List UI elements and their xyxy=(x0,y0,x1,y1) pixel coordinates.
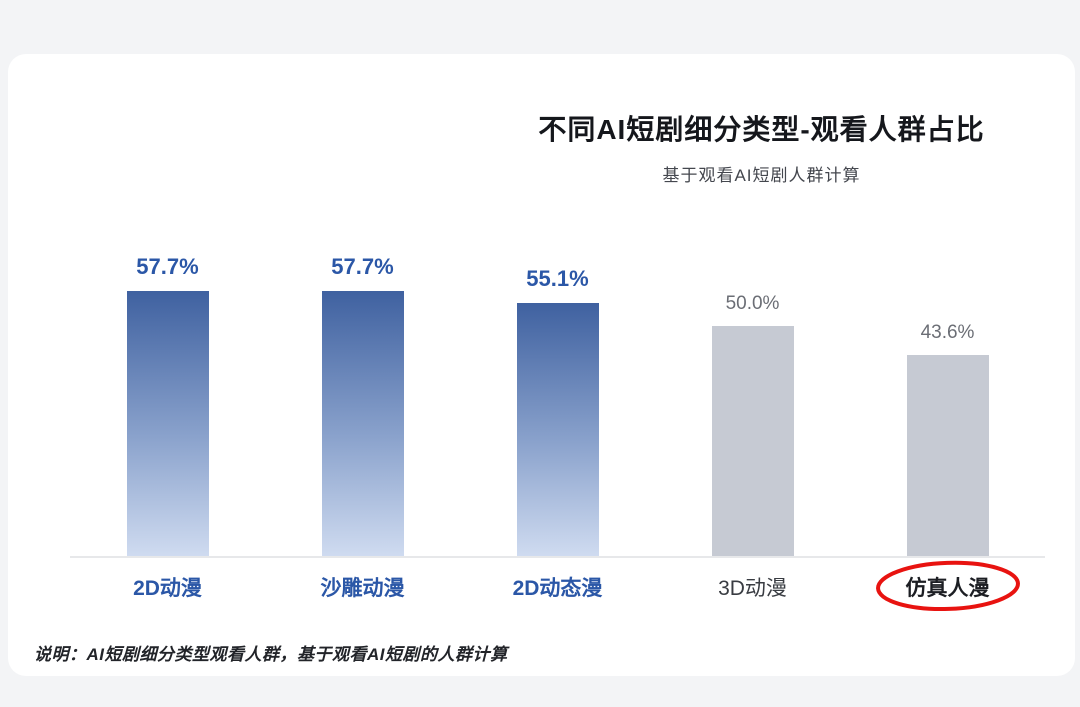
bars-area: 57.7% 57.7% 55.1% 50.0% 43.6% xyxy=(70,186,1045,558)
x-axis-label-column: 仿真人漫 xyxy=(850,560,1045,612)
x-axis-label: 2D动态漫 xyxy=(512,577,603,600)
bar xyxy=(516,303,599,556)
bar-column: 57.7% xyxy=(265,186,460,556)
chart-card: 不同AI短剧细分类型-观看人群占比 基于观看AI短剧人群计算 57.7% 57.7… xyxy=(8,54,1075,676)
bar-value-label: 57.7% xyxy=(136,254,199,279)
bar-value-label: 55.1% xyxy=(526,266,589,291)
x-axis-label-column: 2D动态漫 xyxy=(460,572,655,602)
bar-value-label: 50.0% xyxy=(725,293,780,314)
x-axis-label-column: 2D动漫 xyxy=(70,572,265,602)
bar xyxy=(711,326,794,556)
x-axis-label: 3D动漫 xyxy=(718,577,787,600)
bar xyxy=(321,291,404,556)
footnote: 说明：AI短剧细分类型观看人群，基于观看AI短剧的人群计算 xyxy=(34,645,508,664)
bar-column: 50.0% xyxy=(655,186,850,556)
red-ellipse-annotation-icon xyxy=(875,560,1020,612)
chart-subtitle: 基于观看AI短剧人群计算 xyxy=(662,166,861,185)
bar-column: 55.1% xyxy=(460,186,655,556)
bar-column: 43.6% xyxy=(850,186,1045,556)
bar-chart: 57.7% 57.7% 55.1% 50.0% 43.6% 2D动漫 沙雕动漫 2D动态漫 3… xyxy=(70,186,1045,612)
x-axis-labels: 2D动漫 沙雕动漫 2D动态漫 3D动漫 仿真人漫 xyxy=(70,560,1045,612)
bar-column: 57.7% xyxy=(70,186,265,556)
x-axis-label: 沙雕动漫 xyxy=(320,577,405,600)
x-axis-label-column: 沙雕动漫 xyxy=(265,572,460,602)
x-axis-label: 2D动漫 xyxy=(133,577,202,600)
chart-header: 不同AI短剧细分类型-观看人群占比 基于观看AI短剧人群计算 xyxy=(8,54,1075,186)
bar xyxy=(906,355,989,556)
x-axis-label: 仿真人漫 xyxy=(875,560,1020,612)
chart-title: 不同AI短剧细分类型-观看人群占比 xyxy=(538,114,985,145)
bar-value-label: 57.7% xyxy=(331,254,394,279)
bar xyxy=(126,291,209,556)
bar-value-label: 43.6% xyxy=(920,322,975,343)
x-axis-label-column: 3D动漫 xyxy=(655,572,850,602)
